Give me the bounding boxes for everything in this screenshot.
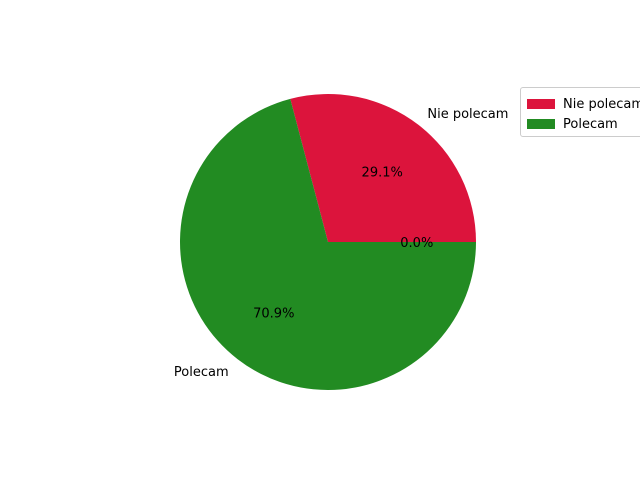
pie-slice-polecam [179, 98, 476, 391]
legend-item-polecam: Polecam [527, 116, 618, 132]
pie-labels: 29.1% Nie polecam 70.9% Polecam 0.0% [174, 107, 509, 380]
legend-label-nie-polecam: Nie polecam [563, 96, 640, 112]
pie-percent-label: 29.1% [362, 166, 403, 181]
pie-slices [179, 93, 476, 391]
legend-swatch-polecam [527, 119, 555, 129]
pie-category-label: Polecam [174, 365, 229, 380]
legend-label-polecam: Polecam [563, 116, 618, 132]
pie-percent-label: 70.9% [253, 306, 294, 321]
pie-slice-nie-polecam [290, 93, 476, 243]
pie-category-label: Nie polecam [427, 107, 508, 122]
pie-percent-label: 0.0% [400, 236, 433, 251]
legend-item-nie-polecam: Nie polecam [527, 96, 640, 112]
legend-swatch-nie-polecam [527, 99, 555, 109]
legend: Nie polecam Polecam [520, 87, 640, 137]
